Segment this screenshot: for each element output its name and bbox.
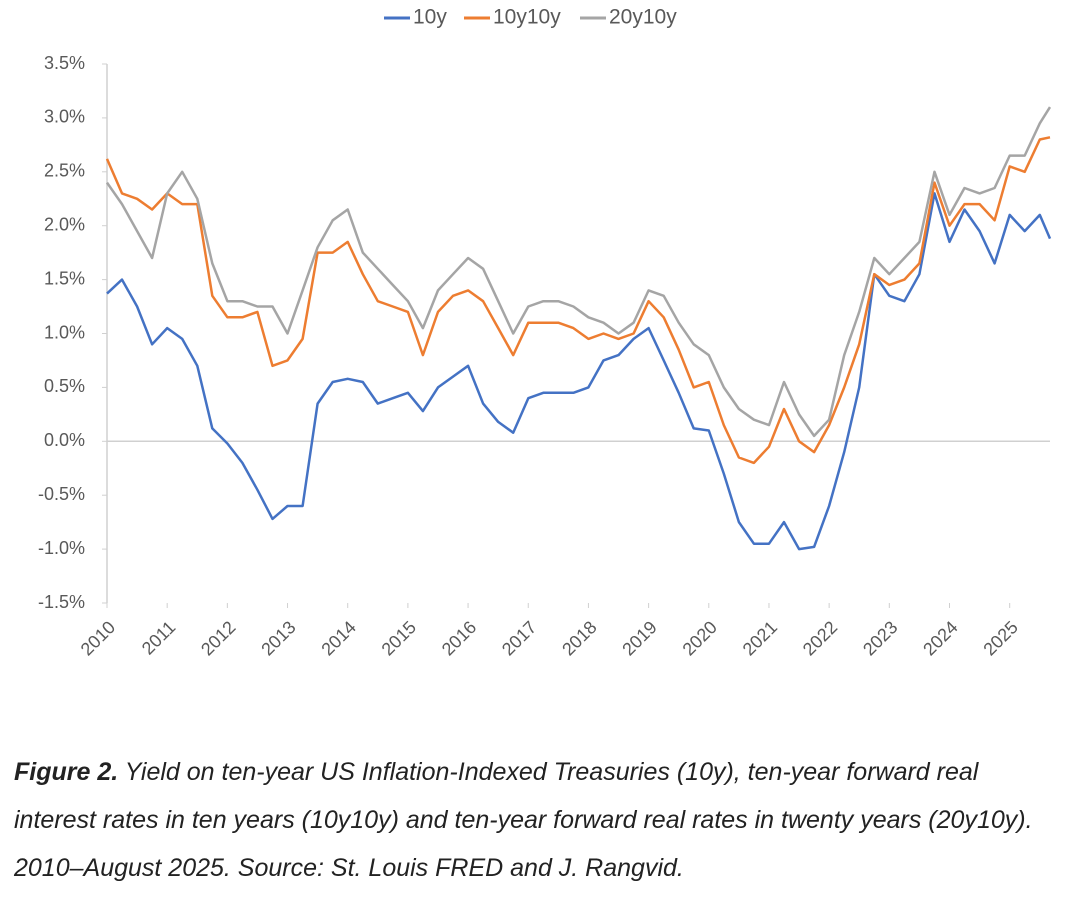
caption-label: Figure 2. <box>14 758 119 786</box>
x-tick-label: 2021 <box>739 617 781 659</box>
y-tick-label: -1.5% <box>38 592 85 612</box>
x-tick-label: 2013 <box>257 617 299 659</box>
y-tick-label: -0.5% <box>38 484 85 504</box>
x-tick-label: 2019 <box>618 617 660 659</box>
x-tick-label: 2024 <box>919 617 961 659</box>
y-tick-label: 0.0% <box>44 430 85 450</box>
y-tick-label: 3.5% <box>44 53 85 73</box>
x-tick-label: 2025 <box>979 617 1021 659</box>
legend-label: 10y <box>413 6 447 29</box>
y-tick-label: 3.0% <box>44 107 85 127</box>
legend-label: 20y10y <box>609 6 677 29</box>
x-tick-label: 2020 <box>679 617 721 659</box>
legend: 10y 10y10y 20y10y <box>384 6 677 29</box>
x-tick-label: 2012 <box>197 617 239 659</box>
legend-label: 10y10y <box>493 6 561 29</box>
y-tick-label: -1.0% <box>38 538 85 558</box>
caption: Figure 2. Yield on ten-year US Inflation… <box>14 748 1064 892</box>
x-tick-label: 2011 <box>138 617 180 659</box>
y-tick-label: 2.0% <box>44 214 85 234</box>
y-tick-label: 0.5% <box>44 376 85 396</box>
series-line <box>105 106 1052 438</box>
x-tick-label: 2017 <box>498 617 540 659</box>
x-tick-label: 2022 <box>799 617 841 659</box>
x-tick-label: 2014 <box>317 617 359 659</box>
x-tick-label: 2023 <box>859 617 901 659</box>
series-line <box>105 136 1051 465</box>
x-tick-label: 2018 <box>558 617 600 659</box>
caption-text: Yield on ten-year US Inflation-Indexed T… <box>14 758 1033 882</box>
x-tick-label: 2015 <box>378 617 420 659</box>
x-tick-label: 2010 <box>77 617 119 659</box>
y-tick-label: 2.5% <box>44 161 85 181</box>
chart: -1.5% -1.0% -0.5% 0.0% 0.5% 1.0% 1.5% 2.0% 2.5% 3… <box>38 6 1052 660</box>
y-tick-label: 1.5% <box>44 268 85 288</box>
y-tick-label: 1.0% <box>44 322 85 342</box>
x-tick-label: 2016 <box>438 617 480 659</box>
series-line <box>106 192 1052 551</box>
